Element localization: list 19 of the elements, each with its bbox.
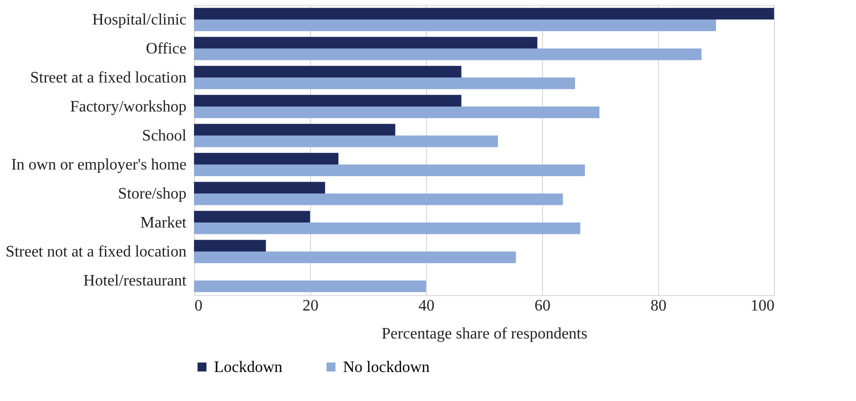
y-tick-label: Street at a fixed location xyxy=(30,70,186,86)
x-axis-title: Percentage share of respondents xyxy=(382,326,588,342)
y-tick-label: Hospital/clinic xyxy=(92,12,186,28)
y-tick-label: Market xyxy=(140,214,188,232)
legend-label: No lockdown xyxy=(343,359,430,376)
x-tick-label: 40 xyxy=(418,298,434,314)
legend-label: Lockdown xyxy=(214,359,282,376)
y-tick-label: Street not at a fixed location xyxy=(6,244,186,260)
x-tick-label: 60 xyxy=(534,298,550,314)
x-tick-label: 0 xyxy=(194,298,202,314)
y-tick-label: Hotel/restaurant xyxy=(83,272,188,290)
x-tick-label: 100 xyxy=(750,298,774,314)
x-tick-label: 80 xyxy=(650,298,666,314)
y-tick-label: Office xyxy=(146,40,186,58)
y-tick-label: School xyxy=(142,128,188,144)
x-tick-label: 20 xyxy=(302,298,318,314)
y-tick-label: In own or employer's home xyxy=(11,156,186,174)
y-tick-label: Store/shop xyxy=(118,186,186,202)
y-tick-label: Factory/workshop xyxy=(70,98,186,116)
